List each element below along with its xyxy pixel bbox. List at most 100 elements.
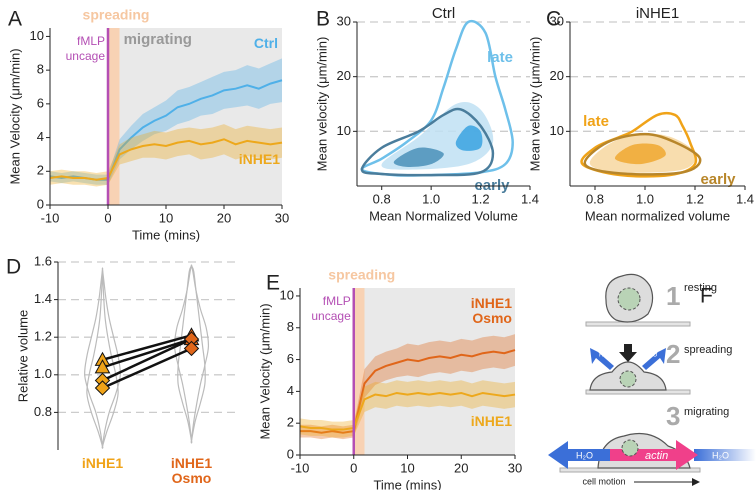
pair-line: [101, 337, 193, 382]
water-label: H₂O: [712, 450, 729, 460]
water-label: H₂O: [576, 450, 593, 460]
panel-letter: D: [6, 256, 21, 279]
label-box: Ctrl: [253, 36, 278, 51]
step-number: 1: [666, 281, 680, 311]
contour: [360, 107, 495, 177]
x-tick-label: 1.0: [636, 191, 654, 206]
span-label: spreading: [328, 267, 395, 283]
contour: [583, 132, 702, 176]
y-tick-label: 10: [550, 123, 564, 138]
panel-letter: C: [546, 8, 561, 31]
y-tick-label: 2: [287, 415, 294, 430]
label-box: iNHE1 Osmo: [470, 296, 512, 326]
y-tick-label: 30: [337, 13, 351, 28]
x-tick-label: 1.4: [736, 191, 754, 206]
y-tick-label: 6: [37, 95, 44, 110]
point: [183, 340, 200, 357]
y-tick-label: 1.6: [34, 253, 52, 268]
vline-label: fMLP: [77, 34, 105, 48]
arrow: [619, 344, 637, 362]
y-tick-label: 0: [37, 196, 44, 211]
span: [119, 28, 282, 205]
actin-label: actin: [645, 450, 668, 462]
x-tick-label: -10: [41, 210, 60, 225]
span-label: spreading: [83, 7, 150, 23]
y-tick-label: 20: [550, 68, 564, 83]
x-tick-label: 1.0: [422, 191, 440, 206]
water-arrow: [548, 441, 640, 469]
x-tick-label: 0: [350, 460, 357, 475]
span: [108, 28, 120, 205]
y-tick-label: 1.4: [34, 291, 52, 306]
x-tick-label: 1.4: [521, 191, 539, 206]
panel-f-diagram: F 1 resting H₂O H₂O 2 spreading H₂O H₂O …: [548, 273, 756, 486]
density-fill: [455, 125, 483, 151]
water-arrow: [590, 348, 614, 370]
series-line: [299, 391, 516, 431]
label-box: iNHE1: [238, 152, 280, 167]
y-tick-label: 8: [37, 62, 44, 77]
y-axis-label: Mean velocity (μm/min): [314, 37, 329, 172]
x-tick-label: 0.8: [586, 191, 604, 206]
y-axis-label: Mean Velocity (μm/min): [257, 303, 272, 439]
y-tick-label: 8: [287, 319, 294, 334]
label-box: iNHE1 Osmo: [170, 456, 213, 486]
label: iNHE1 Osmo: [170, 456, 213, 486]
y-tick-label: 0: [287, 446, 294, 461]
x-axis-label: Time (mins): [132, 227, 200, 242]
nucleus: [617, 287, 641, 311]
y-tick-label: 4: [287, 383, 294, 398]
y-tick-label: 20: [337, 68, 351, 83]
actin-arrow: [610, 440, 698, 470]
series-line: [300, 349, 516, 434]
nucleus: [621, 439, 639, 457]
span-label: migrating: [124, 31, 192, 48]
series-line: [49, 138, 283, 181]
y-tick-label: 10: [280, 287, 294, 302]
x-tick-label: 20: [217, 210, 231, 225]
x-tick-label: 0: [104, 210, 111, 225]
step-number: 3: [666, 401, 680, 431]
x-tick-label: 10: [159, 210, 173, 225]
pair-line: [102, 334, 192, 361]
x-tick-label: 1.2: [686, 191, 704, 206]
panel-letter: B: [316, 8, 330, 31]
label: iNHE1: [238, 152, 280, 167]
pair-line: [101, 347, 193, 390]
x-tick-label: 30: [275, 210, 289, 225]
label: Ctrl: [253, 36, 278, 51]
span: [353, 288, 365, 455]
y-axis-label: Mean velocity (μm/min): [527, 37, 542, 172]
y-tick-label: 6: [287, 351, 294, 366]
nucleus: [619, 370, 637, 388]
chart-title: iNHE1: [636, 5, 679, 22]
y-tick-label: 2: [37, 163, 44, 178]
y-tick-label: 10: [30, 28, 44, 43]
step-number: 2: [666, 339, 680, 369]
x-tick-label: 0.8: [373, 191, 391, 206]
x-axis-label: Mean Normalized Volume: [369, 208, 518, 223]
panel-letter: F: [700, 285, 713, 308]
y-tick-label: 10: [337, 123, 351, 138]
step-label: resting: [684, 282, 717, 294]
x-tick-label: 1.2: [472, 191, 490, 206]
label: iNHE1: [470, 414, 512, 429]
pair-line: [102, 337, 192, 369]
water-label: H₂O: [646, 353, 658, 359]
vline-label: uncage: [311, 309, 351, 323]
contour-label: early: [700, 171, 736, 188]
chart-title: Ctrl: [432, 5, 455, 22]
motion-arrowhead: [692, 478, 700, 486]
density-fill: [393, 147, 444, 167]
label: iNHE1 Osmo: [470, 296, 512, 326]
x-tick-label: 20: [454, 460, 468, 475]
density-fill: [614, 143, 666, 165]
y-axis-label: Mean Velocity (μm/min): [7, 48, 22, 184]
error-band: [300, 334, 515, 440]
span: [364, 288, 515, 455]
label-box: iNHE1: [470, 414, 512, 429]
step-label: spreading: [684, 344, 732, 356]
x-tick-label: 10: [400, 460, 414, 475]
